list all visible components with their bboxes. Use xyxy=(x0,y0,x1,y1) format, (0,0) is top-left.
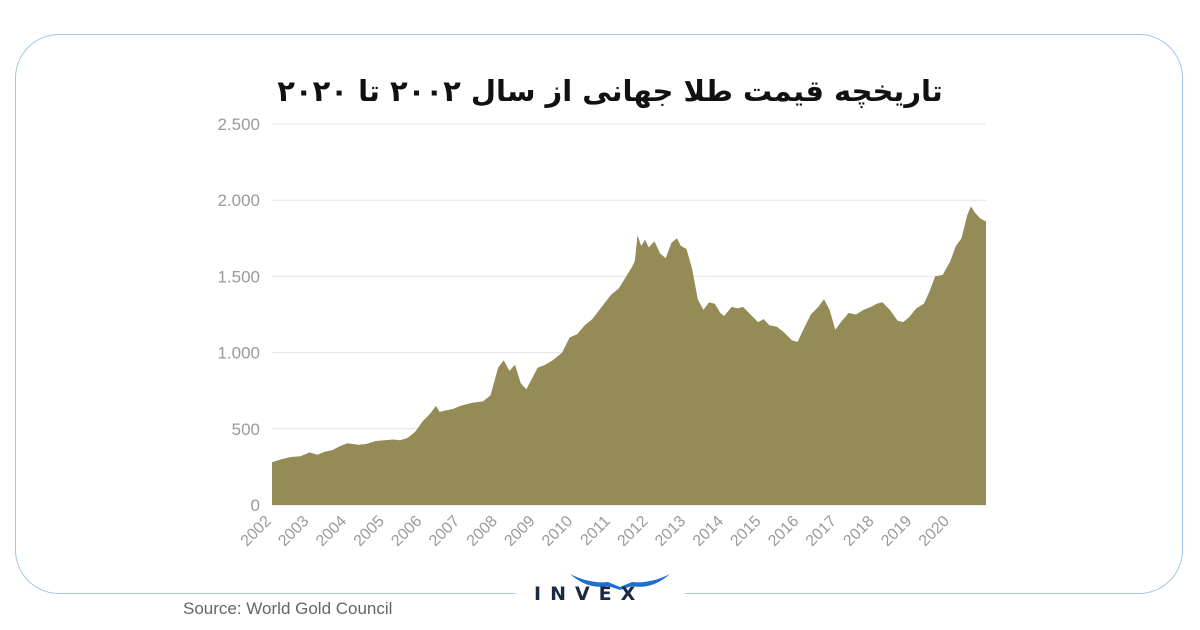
x-tick-label: 2013 xyxy=(652,513,689,550)
x-tick-label: 2009 xyxy=(501,513,538,550)
x-tick-label: 2006 xyxy=(388,513,425,550)
bull-horns-icon xyxy=(570,574,670,590)
x-tick-label: 2014 xyxy=(690,513,727,550)
y-tick-label: 2.000 xyxy=(217,191,260,210)
x-tick-label: 2015 xyxy=(727,513,764,550)
y-tick-label: 0 xyxy=(251,496,260,515)
x-tick-label: 2018 xyxy=(840,513,877,550)
x-tick-label: 2010 xyxy=(539,513,576,550)
x-tick-label: 2004 xyxy=(313,513,350,550)
x-tick-label: 2005 xyxy=(351,513,388,550)
x-tick-label: 2011 xyxy=(578,513,614,549)
invex-logo: INVEX xyxy=(534,583,644,605)
x-tick-label: 2016 xyxy=(765,513,802,550)
x-tick-label: 2012 xyxy=(614,513,651,550)
x-tick-label: 2008 xyxy=(464,513,501,550)
source-note: Source: World Gold Council xyxy=(183,599,393,618)
y-tick-label: 1.000 xyxy=(217,344,260,363)
y-tick-label: 1.500 xyxy=(217,267,260,286)
x-axis-ticks: 2002 2003 2004 2005 2006 2007 2008 2009 2010 2011… xyxy=(238,513,953,550)
chart-title: تاریخچه قیمت طلا جهانی از سال ۲۰۰۲ تا ۲۰… xyxy=(277,74,943,108)
x-tick-label: 2019 xyxy=(878,513,915,550)
y-axis-ticks: 0 500 1.000 1.500 2.000 2.500 xyxy=(217,115,260,515)
x-tick-label: 2017 xyxy=(803,513,840,550)
x-tick-label: 2002 xyxy=(238,513,275,550)
y-tick-label: 500 xyxy=(232,420,260,439)
x-tick-label: 2003 xyxy=(275,513,312,550)
logo-text: INVEX xyxy=(534,583,645,605)
x-tick-label: 2007 xyxy=(426,513,463,550)
y-tick-label: 2.500 xyxy=(217,115,260,134)
gold-price-area xyxy=(272,206,986,506)
x-tick-label: 2020 xyxy=(916,513,953,550)
